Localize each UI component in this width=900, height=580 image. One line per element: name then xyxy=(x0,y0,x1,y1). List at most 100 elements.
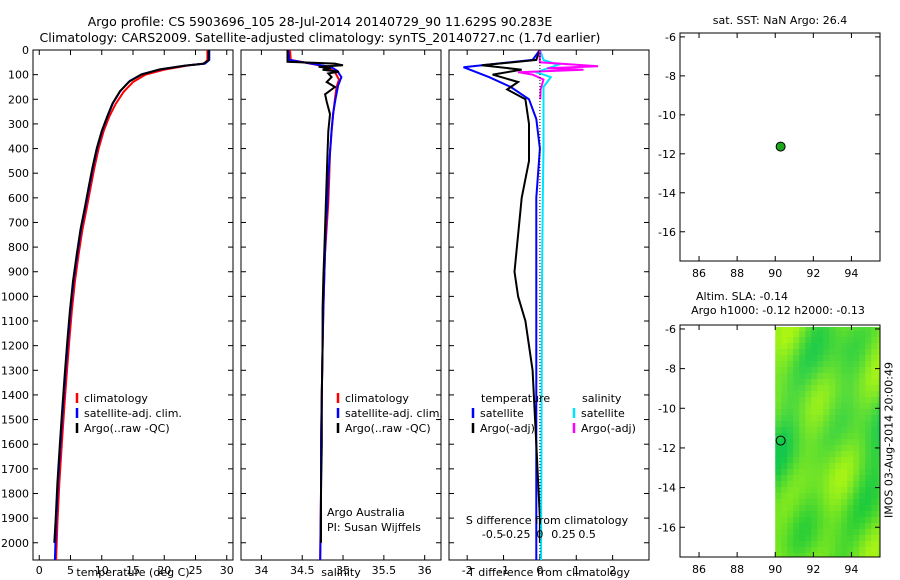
sla-cell xyxy=(859,505,866,512)
sla-cell xyxy=(811,553,818,557)
sla-cell xyxy=(841,547,848,554)
map-sla-subtitle: Argo h1000: -0.12 h2000: -0.13 xyxy=(691,304,865,317)
sla-cell xyxy=(811,451,818,458)
sla-cell xyxy=(865,409,872,416)
sla-cell xyxy=(793,505,800,512)
sla-cell xyxy=(847,331,854,338)
map_sla-ytick-label: -12 xyxy=(658,442,676,455)
sla-cell xyxy=(871,379,878,386)
temperature-xtick-label: 15 xyxy=(126,564,140,577)
sla-cell xyxy=(829,415,836,422)
sla-cell xyxy=(823,523,830,530)
sla-cell xyxy=(871,541,878,548)
sla-cell xyxy=(871,415,878,422)
sla-cell xyxy=(829,397,836,404)
sla-cell xyxy=(805,439,812,446)
sla-cell xyxy=(775,361,782,368)
sla-cell xyxy=(853,529,860,536)
sla-cell xyxy=(871,523,878,530)
sla-cell xyxy=(829,391,836,398)
sla-cell xyxy=(799,493,806,500)
depth-tick-label: 1200 xyxy=(1,340,29,353)
sla-cell xyxy=(799,337,806,344)
sla-cell xyxy=(805,487,812,494)
sla-cell xyxy=(787,475,794,482)
sla-cell xyxy=(787,379,794,386)
sla-cell xyxy=(781,433,788,440)
sla-cell xyxy=(841,327,848,332)
sla-cell xyxy=(781,343,788,350)
sla-cell xyxy=(877,505,880,512)
sla-cell xyxy=(787,403,794,410)
sla-cell xyxy=(811,481,818,488)
sla-cell xyxy=(865,331,872,338)
sla-cell xyxy=(793,331,800,338)
sla-cell xyxy=(859,385,866,392)
sla-cell xyxy=(787,541,794,548)
sla-cell xyxy=(859,445,866,452)
sla-cell xyxy=(793,433,800,440)
sla-cell xyxy=(871,433,878,440)
sla-cell xyxy=(823,361,830,368)
sla-cell xyxy=(829,427,836,434)
side-timestamp-label: IMOS 03-Aug-2014 20:00:49 xyxy=(882,362,896,518)
sla-cell xyxy=(811,433,818,440)
sla-cell xyxy=(817,343,824,350)
sla-cell xyxy=(829,445,836,452)
difference-legend-header: salinity xyxy=(582,392,622,405)
sla-cell xyxy=(865,373,872,380)
sla-cell xyxy=(841,397,848,404)
sla-cell xyxy=(865,535,872,542)
sla-cell xyxy=(823,475,830,482)
sla-cell xyxy=(775,327,782,332)
sla-cell xyxy=(847,511,854,518)
chart-title-line1: Argo profile: CS 5903696_105 28-Jul-2014… xyxy=(87,14,553,29)
sla-cell xyxy=(787,361,794,368)
sla-cell xyxy=(853,541,860,548)
sla-cell xyxy=(865,343,872,350)
sla-cell xyxy=(805,361,812,368)
sla-cell xyxy=(799,547,806,554)
sla-cell xyxy=(829,535,836,542)
sla-cell xyxy=(841,499,848,506)
sla-cell xyxy=(829,327,836,332)
sla-cell xyxy=(859,415,866,422)
map_sst-xtick-label: 90 xyxy=(768,267,782,280)
argo-location-marker xyxy=(775,435,786,446)
sla-cell xyxy=(841,517,848,524)
sla-cell xyxy=(859,361,866,368)
depth-tick-label: 1500 xyxy=(1,414,29,427)
temperature-legend-label: Argo(..raw -QC) xyxy=(84,422,170,435)
sla-cell xyxy=(847,367,854,374)
sla-cell xyxy=(799,553,806,557)
sla-cell xyxy=(835,469,842,476)
sla-cell xyxy=(799,433,806,440)
sla-cell xyxy=(811,385,818,392)
sla-cell xyxy=(793,535,800,542)
map_sst-ytick-label: -12 xyxy=(658,148,676,161)
sla-cell xyxy=(871,505,878,512)
sla-cell xyxy=(811,511,818,518)
depth-tick-label: 1100 xyxy=(1,315,29,328)
sla-cell xyxy=(811,541,818,548)
sla-cell xyxy=(817,481,824,488)
sla-cell xyxy=(859,535,866,542)
sla-cell xyxy=(865,493,872,500)
sla-cell xyxy=(871,337,878,344)
sla-cell xyxy=(793,511,800,518)
sla-cell xyxy=(841,475,848,482)
sla-cell xyxy=(787,457,794,464)
sla-cell xyxy=(823,379,830,386)
sla-cell xyxy=(793,427,800,434)
sla-cell xyxy=(835,481,842,488)
sla-cell xyxy=(865,433,872,440)
sla-cell xyxy=(853,415,860,422)
sla-cell xyxy=(775,403,782,410)
sla-cell xyxy=(877,331,880,338)
sla-cell xyxy=(865,511,872,518)
sla-cell xyxy=(847,535,854,542)
sla-cell xyxy=(847,541,854,548)
salinity-diff-tick-label: -0.25 xyxy=(502,528,530,541)
sla-cell xyxy=(841,523,848,530)
sla-cell xyxy=(841,481,848,488)
